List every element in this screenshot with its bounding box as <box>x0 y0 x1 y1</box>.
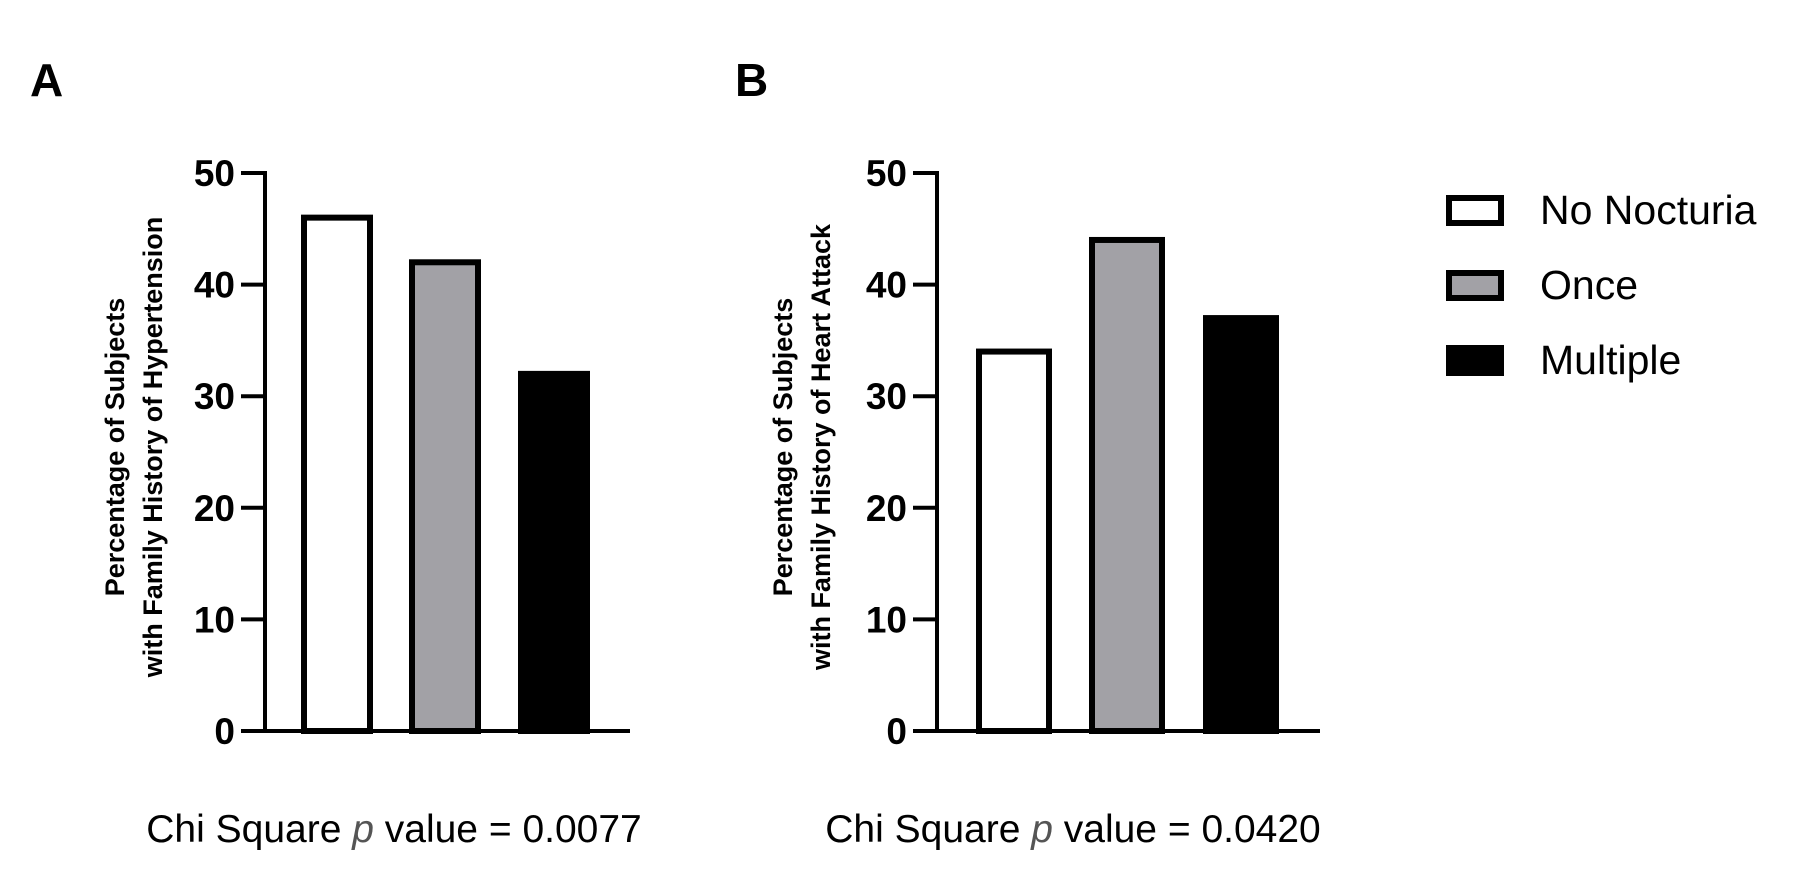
panel-b-pvalue-suffix: value = 0.0420 <box>1053 808 1321 851</box>
panel-b-bar-no-nocturia <box>976 348 1052 734</box>
legend-swatch-once <box>1446 270 1504 301</box>
panel-a-ytick-label-40: 40 <box>194 265 235 306</box>
panel-a-bar-once <box>409 259 481 734</box>
panel-b-bar-once <box>1089 236 1165 735</box>
panel-b-pvalue-prefix: Chi Square <box>825 808 1031 851</box>
panel-b-ytick-label-20: 20 <box>866 488 907 529</box>
legend-label-no-nocturia: No Nocturia <box>1540 187 1757 233</box>
legend-label-multiple: Multiple <box>1540 337 1681 383</box>
panel-b-ylabel-line1: Percentage of Subjects <box>768 298 798 597</box>
panel-b-bar-multiple <box>1203 315 1279 734</box>
panel-b-ytick-label-0: 0 <box>886 711 907 752</box>
panel-a-ytick-label-10: 10 <box>194 599 235 640</box>
panel-b-ytick-label-50: 50 <box>866 153 907 194</box>
panel-a-pvalue-prefix: Chi Square <box>146 808 352 851</box>
panel-b-pvalue-caption: Chi Square p value = 0.0420 <box>825 808 1320 851</box>
panel-a-pvalue-suffix: value = 0.0077 <box>374 808 642 851</box>
panel-a-ytick-label-30: 30 <box>194 376 235 417</box>
panel-a-ytick-label-20: 20 <box>194 488 235 529</box>
panel-b-ytick-label-10: 10 <box>866 599 907 640</box>
panel-b-ytick-label-40: 40 <box>866 265 907 306</box>
panel-a-bar-multiple <box>518 370 590 734</box>
panel-a-letter: A <box>30 54 63 106</box>
legend-label-once: Once <box>1540 262 1638 308</box>
panel-a-ytick-label-0: 0 <box>214 711 235 752</box>
panel-a-plot: 0 10 20 30 40 50 <box>194 153 630 752</box>
legend-swatch-multiple <box>1446 345 1504 376</box>
panel-b-plot: 0 10 20 30 40 50 <box>866 153 1320 752</box>
legend-swatch-no-nocturia <box>1446 195 1504 226</box>
legend: No Nocturia Once Multiple <box>1446 187 1757 383</box>
panel-a-pvalue-p: p <box>351 808 374 851</box>
panel-a-ylabel-line2: with Family History of Hypertension <box>138 217 168 679</box>
panel-a-ytick-label-50: 50 <box>194 153 235 194</box>
panel-a-bar-no-nocturia <box>301 214 373 734</box>
panel-b-ylabel-line2: with Family History of Heart Attack <box>806 223 836 671</box>
panel-a-ylabel-line1: Percentage of Subjects <box>100 298 130 597</box>
panel-b-ytick-label-30: 30 <box>866 376 907 417</box>
panel-a-pvalue-caption: Chi Square p value = 0.0077 <box>146 808 641 851</box>
panel-b-letter: B <box>735 54 768 106</box>
panel-b-pvalue-p: p <box>1030 808 1053 851</box>
